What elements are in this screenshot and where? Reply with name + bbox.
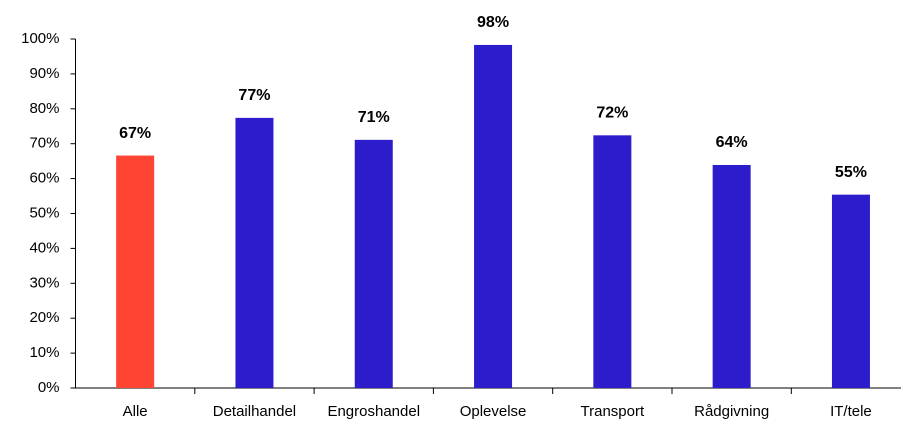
y-tick-label: 30% — [29, 274, 59, 291]
x-tick-label: Detailhandel — [213, 403, 296, 420]
bar — [831, 194, 870, 388]
x-tick-label: Alle — [123, 403, 148, 420]
x-tick-label: Rådgivning — [694, 403, 769, 420]
x-tick-label: Transport — [581, 403, 645, 420]
value-label: 72% — [596, 105, 628, 122]
x-tick-label: Oplevelse — [460, 403, 527, 420]
x-tick-label: IT/tele — [830, 403, 872, 420]
value-label: 55% — [835, 164, 867, 181]
value-label: 98% — [477, 14, 509, 31]
y-tick-label: 70% — [29, 135, 59, 152]
y-tick-label: 40% — [29, 239, 59, 256]
y-tick-label: 80% — [29, 100, 59, 117]
y-tick-label: 10% — [29, 344, 59, 361]
value-label: 77% — [238, 87, 270, 104]
bar — [235, 117, 274, 389]
y-tick-label: 60% — [29, 170, 59, 187]
x-tick-label: Engroshandel — [327, 403, 420, 420]
bar — [354, 139, 393, 388]
bar — [712, 164, 751, 388]
value-label: 71% — [358, 109, 390, 126]
y-tick-label: 90% — [29, 65, 59, 82]
bar — [593, 135, 632, 388]
bar — [116, 155, 155, 388]
y-tick-label: 100% — [21, 30, 59, 47]
y-tick-label: 20% — [29, 309, 59, 326]
y-tick-label: 0% — [38, 379, 60, 396]
bar — [474, 44, 513, 389]
value-label: 67% — [119, 125, 151, 142]
y-tick-label: 50% — [29, 204, 59, 221]
value-label: 64% — [716, 134, 748, 151]
